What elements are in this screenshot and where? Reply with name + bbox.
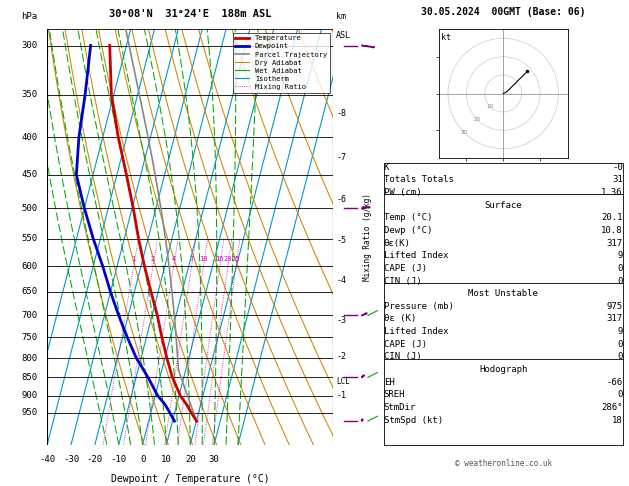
Text: 10: 10 bbox=[487, 104, 494, 109]
Text: 700: 700 bbox=[21, 311, 37, 320]
Text: Dewpoint / Temperature (°C): Dewpoint / Temperature (°C) bbox=[111, 474, 270, 484]
Text: 7: 7 bbox=[189, 256, 194, 262]
Text: 1: 1 bbox=[131, 256, 136, 262]
Text: 9: 9 bbox=[617, 327, 623, 336]
Text: 600: 600 bbox=[21, 262, 37, 271]
Text: -5: -5 bbox=[337, 237, 346, 245]
Text: EH: EH bbox=[384, 378, 394, 387]
Text: -7: -7 bbox=[337, 153, 346, 162]
Text: 10: 10 bbox=[199, 256, 208, 262]
Text: 550: 550 bbox=[21, 234, 37, 243]
Text: 30: 30 bbox=[209, 455, 220, 464]
Text: -2: -2 bbox=[337, 351, 346, 361]
Text: Lifted Index: Lifted Index bbox=[384, 251, 448, 260]
Text: 4: 4 bbox=[172, 256, 176, 262]
Text: -30: -30 bbox=[63, 455, 79, 464]
Text: 300: 300 bbox=[21, 41, 37, 50]
Text: 500: 500 bbox=[21, 204, 37, 213]
Text: -8: -8 bbox=[337, 109, 346, 118]
Text: CAPE (J): CAPE (J) bbox=[384, 340, 426, 349]
Text: StmSpd (kt): StmSpd (kt) bbox=[384, 416, 443, 425]
Text: -10: -10 bbox=[111, 455, 127, 464]
Text: 0: 0 bbox=[617, 352, 623, 362]
Text: 10.8: 10.8 bbox=[601, 226, 623, 235]
Text: 0: 0 bbox=[617, 340, 623, 349]
Text: 850: 850 bbox=[21, 373, 37, 382]
Text: Mixing Ratio (g/kg): Mixing Ratio (g/kg) bbox=[363, 193, 372, 281]
Text: 350: 350 bbox=[21, 90, 37, 99]
Text: -4: -4 bbox=[337, 277, 346, 285]
Text: 950: 950 bbox=[21, 408, 37, 417]
Text: Hodograph: Hodograph bbox=[479, 365, 527, 374]
Text: Most Unstable: Most Unstable bbox=[468, 289, 538, 298]
Text: Temp (°C): Temp (°C) bbox=[384, 213, 432, 223]
Text: ASL: ASL bbox=[337, 31, 351, 39]
Text: 25: 25 bbox=[231, 256, 240, 262]
Text: 400: 400 bbox=[21, 133, 37, 142]
Legend: Temperature, Dewpoint, Parcel Trajectory, Dry Adiabat, Wet Adiabat, Isotherm, Mi: Temperature, Dewpoint, Parcel Trajectory… bbox=[233, 33, 330, 93]
Text: 30.05.2024  00GMT (Base: 06): 30.05.2024 00GMT (Base: 06) bbox=[421, 7, 586, 17]
Text: CIN (J): CIN (J) bbox=[384, 352, 421, 362]
Text: 1.36: 1.36 bbox=[601, 188, 623, 197]
Text: K: K bbox=[384, 163, 389, 172]
Text: -0: -0 bbox=[612, 163, 623, 172]
Text: -20: -20 bbox=[87, 455, 103, 464]
Text: 0: 0 bbox=[617, 264, 623, 273]
Text: 650: 650 bbox=[21, 287, 37, 296]
Text: LCL: LCL bbox=[337, 377, 350, 386]
Text: 31: 31 bbox=[612, 175, 623, 185]
Text: 750: 750 bbox=[21, 333, 37, 342]
Text: 900: 900 bbox=[21, 391, 37, 400]
Text: -66: -66 bbox=[606, 378, 623, 387]
Text: θε(K): θε(K) bbox=[384, 239, 411, 248]
Text: PW (cm): PW (cm) bbox=[384, 188, 421, 197]
Text: 317: 317 bbox=[606, 239, 623, 248]
Text: 2: 2 bbox=[151, 256, 155, 262]
Text: 0: 0 bbox=[617, 390, 623, 399]
Text: 975: 975 bbox=[606, 302, 623, 311]
Text: -3: -3 bbox=[337, 315, 346, 325]
Text: Dewp (°C): Dewp (°C) bbox=[384, 226, 432, 235]
Text: 317: 317 bbox=[606, 314, 623, 324]
Text: 30°08'N  31°24'E  188m ASL: 30°08'N 31°24'E 188m ASL bbox=[109, 9, 272, 19]
Text: Totals Totals: Totals Totals bbox=[384, 175, 454, 185]
Text: Surface: Surface bbox=[484, 201, 522, 210]
Text: kt: kt bbox=[442, 33, 452, 42]
Text: Lifted Index: Lifted Index bbox=[384, 327, 448, 336]
Text: 800: 800 bbox=[21, 353, 37, 363]
Text: Pressure (mb): Pressure (mb) bbox=[384, 302, 454, 311]
Text: 0: 0 bbox=[617, 277, 623, 286]
Text: 20: 20 bbox=[185, 455, 196, 464]
Text: θε (K): θε (K) bbox=[384, 314, 416, 324]
Text: 286°: 286° bbox=[601, 403, 623, 412]
Text: 9: 9 bbox=[617, 251, 623, 260]
Text: 0: 0 bbox=[140, 455, 145, 464]
Text: 18: 18 bbox=[612, 416, 623, 425]
Text: -1: -1 bbox=[337, 391, 346, 400]
Text: -6: -6 bbox=[337, 195, 346, 205]
Text: 20.1: 20.1 bbox=[601, 213, 623, 223]
Text: CIN (J): CIN (J) bbox=[384, 277, 421, 286]
Text: © weatheronline.co.uk: © weatheronline.co.uk bbox=[455, 459, 552, 469]
Text: 450: 450 bbox=[21, 170, 37, 179]
Text: 20: 20 bbox=[223, 256, 232, 262]
Text: SREH: SREH bbox=[384, 390, 405, 399]
Text: 10: 10 bbox=[161, 455, 172, 464]
Text: km: km bbox=[337, 12, 346, 21]
Text: 16: 16 bbox=[216, 256, 224, 262]
Text: 20: 20 bbox=[474, 117, 481, 122]
Text: hPa: hPa bbox=[21, 12, 37, 21]
Text: 30: 30 bbox=[461, 130, 468, 135]
Text: StmDir: StmDir bbox=[384, 403, 416, 412]
Text: CAPE (J): CAPE (J) bbox=[384, 264, 426, 273]
Text: -40: -40 bbox=[39, 455, 55, 464]
